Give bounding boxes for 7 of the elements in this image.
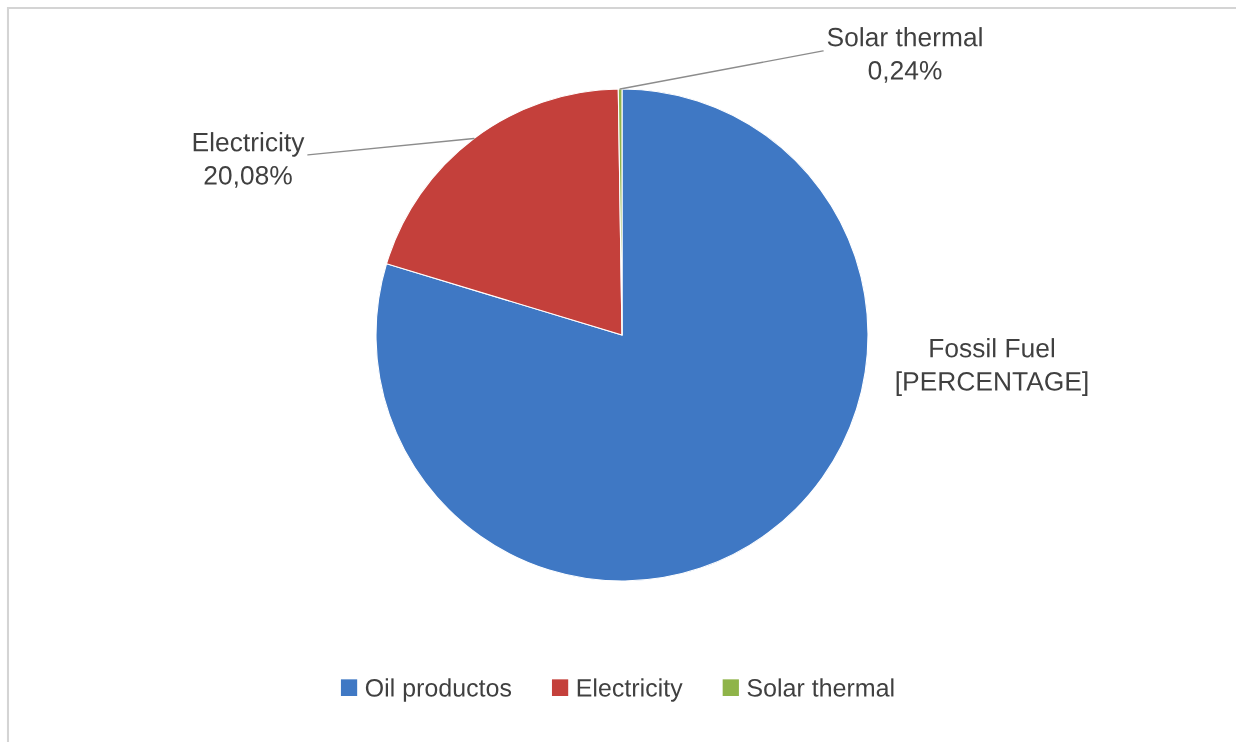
legend-label: Solar thermal — [747, 678, 894, 697]
data-label: Solar thermal 0,24% — [827, 27, 982, 83]
pie-slice — [375, 88, 869, 582]
legend-label: Oil productos — [365, 678, 512, 702]
legend-label: Electricity — [577, 678, 683, 702]
data-label: Fossil Fuel [PERCENTAGE] — [896, 338, 1088, 396]
data-label: Electricity 20,08% — [193, 132, 305, 188]
